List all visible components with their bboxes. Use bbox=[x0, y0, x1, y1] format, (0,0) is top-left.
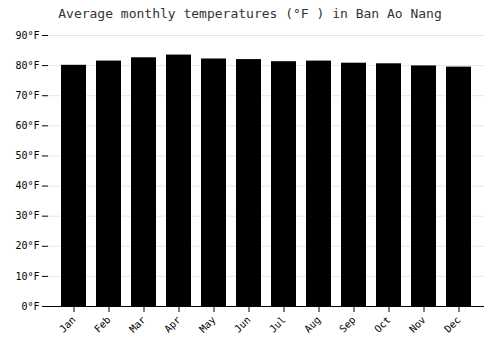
svg-text:Nov: Nov bbox=[407, 314, 428, 335]
html-text:Average monthly temperatures (: Average monthly temperatures (°F ) in Ba… bbox=[58, 6, 442, 21]
svg-text:Aug: Aug bbox=[302, 314, 323, 335]
svg-text:Oct: Oct bbox=[372, 314, 393, 335]
svg-text:30°F: 30°F bbox=[15, 210, 39, 221]
svg-text:Jun: Jun bbox=[232, 314, 253, 335]
svg-text:90°F: 90°F bbox=[15, 30, 39, 41]
svg-text:10°F: 10°F bbox=[15, 271, 39, 282]
svg-text:Jul: Jul bbox=[267, 314, 288, 335]
svg-text:50°F: 50°F bbox=[15, 150, 39, 161]
svg-text:Apr: Apr bbox=[162, 314, 183, 335]
svg-text:Jan: Jan bbox=[57, 314, 78, 335]
svg-text:80°F: 80°F bbox=[15, 60, 39, 71]
svg-text:70°F: 70°F bbox=[15, 90, 39, 101]
svg-text:Dec: Dec bbox=[442, 314, 463, 335]
svg-text:60°F: 60°F bbox=[15, 120, 39, 131]
svg-text:20°F: 20°F bbox=[15, 240, 39, 251]
svg-text:Sep: Sep bbox=[337, 314, 358, 335]
svg-text:Mar: Mar bbox=[127, 314, 148, 335]
svg-text:0°F: 0°F bbox=[21, 301, 39, 312]
svg-text:Feb: Feb bbox=[92, 314, 113, 335]
svg-text:May: May bbox=[197, 314, 218, 335]
svg-text:40°F: 40°F bbox=[15, 180, 39, 191]
